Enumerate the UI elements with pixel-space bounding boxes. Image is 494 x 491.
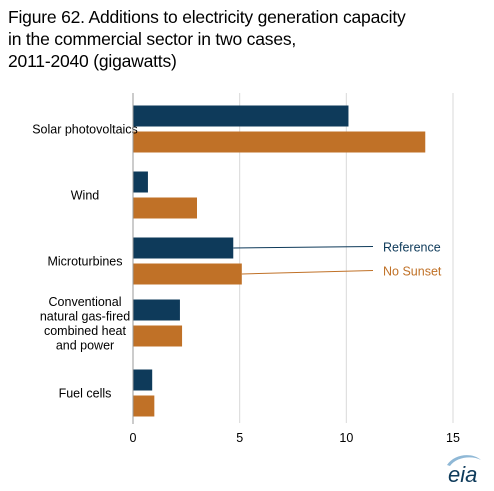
bar-no-sunset: [133, 325, 183, 347]
bar-no-sunset: [133, 263, 242, 285]
x-tick-label: 15: [446, 431, 460, 445]
legend-label: Reference: [383, 241, 441, 255]
logo-swoosh: [447, 455, 481, 466]
bar-reference: [133, 171, 148, 193]
x-tick-label: 0: [130, 431, 137, 445]
bar-reference: [133, 237, 234, 259]
category-label: Solar photovoltaics: [32, 123, 138, 137]
category-label: natural gas-fired: [40, 309, 130, 323]
category-label: combined heat: [44, 324, 127, 338]
legend-label: No Sunset: [383, 265, 442, 279]
bar-reference: [133, 369, 153, 391]
category-label: Fuel cells: [59, 387, 112, 401]
logo-text: eia: [448, 462, 477, 486]
legend-leader-line: [233, 246, 374, 249]
category-label: Wind: [71, 189, 100, 203]
x-tick-label: 10: [339, 431, 353, 445]
title-line-3: 2011-2040 (gigawatts): [8, 51, 177, 71]
bar-reference: [133, 299, 180, 321]
category-label: Microturbines: [47, 255, 122, 269]
legend-leader-line: [241, 270, 374, 275]
bar-no-sunset: [133, 131, 426, 153]
title-line-1: Figure 62. Additions to electricity gene…: [8, 7, 406, 27]
x-tick-label: 5: [236, 431, 243, 445]
category-label: and power: [56, 338, 114, 352]
bar-no-sunset: [133, 395, 155, 417]
chart-title: Figure 62. Additions to electricity gene…: [8, 6, 488, 72]
eia-logo: eia: [447, 455, 481, 486]
title-line-2: in the commercial sector in two cases,: [8, 29, 297, 49]
bar-no-sunset: [133, 197, 197, 219]
bar-reference: [133, 105, 349, 127]
category-label: Conventional: [49, 295, 122, 309]
